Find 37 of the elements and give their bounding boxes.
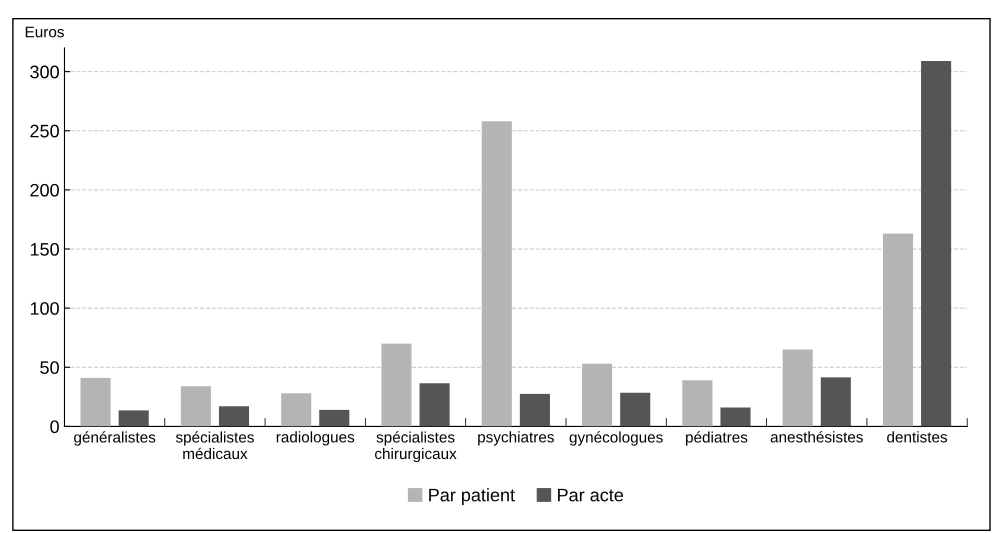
bar <box>218 406 250 426</box>
bar <box>782 350 813 426</box>
bar <box>620 392 650 426</box>
bar <box>720 407 751 426</box>
y-tick-label: 200 <box>30 184 59 197</box>
x-tick-label: psychiatres <box>478 431 554 446</box>
y-tick-label: 150 <box>30 242 59 256</box>
x-tick-label: pédiatres <box>686 431 748 446</box>
bar <box>820 377 851 426</box>
bar <box>180 386 211 426</box>
y-tick-label: 250 <box>30 124 59 138</box>
bar <box>319 410 350 426</box>
bar <box>420 383 450 426</box>
bar <box>281 393 312 426</box>
y-tick-label: 100 <box>30 302 59 315</box>
bar <box>921 60 952 426</box>
bar <box>482 121 512 426</box>
x-tick-label: gynécologues <box>570 431 663 446</box>
y-tick-label: 300 <box>30 66 59 78</box>
bar <box>118 410 149 426</box>
bar <box>520 394 550 426</box>
x-tick-label: dentistes <box>887 431 948 442</box>
bar <box>381 344 412 426</box>
x-tick-label: anesthésistes <box>770 431 863 442</box>
bar <box>682 380 712 426</box>
y-tick-label: 50 <box>40 361 59 374</box>
x-tick-label: généralistes <box>74 431 156 446</box>
bar <box>80 378 111 426</box>
x-tick-label: radiologues <box>276 431 354 446</box>
y-tick-label: 0 <box>50 420 59 434</box>
x-tick-label: spécialistes chirurgicaux <box>375 431 457 462</box>
legend-label: Par acte <box>558 488 624 502</box>
y-axis-title: Euros <box>26 26 64 38</box>
x-tick-label: spécialistes médicaux <box>176 431 254 460</box>
bar <box>582 364 612 426</box>
bar <box>882 234 914 426</box>
legend-label: Par patient <box>429 488 515 505</box>
